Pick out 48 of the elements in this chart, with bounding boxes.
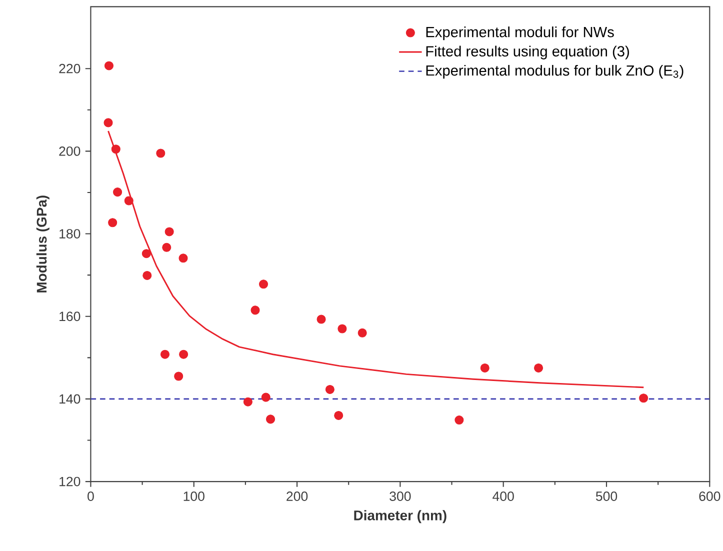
x-tick-label: 400 [492,492,514,502]
point [261,392,270,402]
point [258,280,268,289]
point [104,61,114,70]
y-tick-label: 140 [60,394,80,404]
legend-label: Fitted results using equation (3) [426,46,629,60]
y-axis-title: Modulus (GPa) [36,196,50,292]
x-tick-label: 300 [390,492,411,502]
x-tick-label: 200 [286,492,308,502]
x-tick-label: 0 [88,492,94,502]
point [108,218,118,228]
point [534,364,544,373]
point [250,306,260,315]
point [334,411,344,420]
point [113,188,122,197]
x-tick-label: 100 [184,492,204,502]
point [142,271,152,280]
point [104,118,113,128]
line-series [108,130,644,388]
point [358,328,367,338]
point [174,372,184,381]
point [111,144,120,154]
point [639,394,648,403]
point [162,242,172,252]
point [243,397,252,406]
legend-label: Experimental moduli for NWs [426,26,614,40]
x-tick-label: 500 [596,492,618,502]
point [266,414,276,424]
legend-label: Experimental modulus for bulk ZnO (E$_{3}$) [426,65,684,79]
point [316,314,326,324]
y-tick-label: 120 [60,476,80,486]
point [142,249,151,258]
y-tick-label: 200 [59,146,80,156]
x-tick-label: 600 [699,492,720,502]
point [454,416,464,425]
point [156,148,166,158]
point [480,364,490,373]
y-tick-label: 180 [60,229,80,239]
point [178,254,188,263]
y-tick-label: 160 [60,312,80,322]
point [164,227,174,236]
point [338,324,347,334]
y-tick-label: 220 [59,64,80,74]
point [179,350,188,359]
x-axis-title: Diameter (nm) [354,510,446,524]
point [325,384,334,394]
point [124,196,134,206]
point [160,350,170,359]
